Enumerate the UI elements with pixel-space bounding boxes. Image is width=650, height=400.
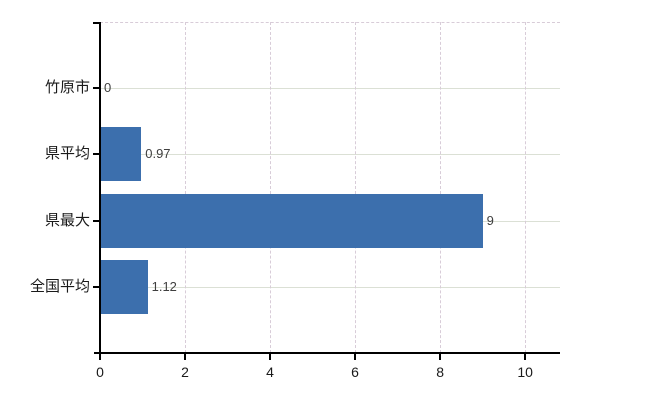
h-gridline xyxy=(100,286,560,288)
y-tick-label: 県平均 xyxy=(44,145,90,163)
y-tick-label: 全国平均 xyxy=(29,277,90,295)
h-gridline xyxy=(100,88,560,90)
h-gridline xyxy=(100,154,560,156)
v-gridline xyxy=(440,22,442,353)
v-gridline xyxy=(185,22,187,353)
x-tick xyxy=(184,354,187,360)
bar xyxy=(100,259,148,314)
x-tick-label: 2 xyxy=(181,364,189,380)
y-tick xyxy=(93,219,99,222)
bar-value-label: 0 xyxy=(104,80,112,96)
x-tick xyxy=(354,354,357,360)
y-axis-line xyxy=(99,22,101,353)
y-tick xyxy=(93,153,99,156)
v-gridline xyxy=(525,22,527,353)
x-tick-label: 4 xyxy=(266,364,274,380)
x-axis-line xyxy=(94,352,560,354)
x-tick-label: 0 xyxy=(96,364,104,380)
x-tick xyxy=(439,354,442,360)
x-tick xyxy=(524,354,527,360)
y-tick xyxy=(93,285,99,288)
v-gridline xyxy=(270,22,272,353)
bar-value-label: 0.97 xyxy=(145,146,171,162)
x-tick-label: 8 xyxy=(436,364,444,380)
bar xyxy=(100,193,483,248)
x-tick xyxy=(99,354,101,360)
y-tick xyxy=(93,22,99,24)
x-tick-label: 6 xyxy=(351,364,359,380)
y-tick xyxy=(93,87,99,90)
y-tick-label: 県最大 xyxy=(44,211,90,229)
v-gridline xyxy=(355,22,357,353)
bar-value-label: 9 xyxy=(486,212,494,228)
x-tick-label: 10 xyxy=(517,364,533,380)
x-tick xyxy=(269,354,272,360)
bar-value-label: 1.12 xyxy=(151,278,177,294)
plot-top-border xyxy=(100,22,560,23)
bar xyxy=(100,127,142,182)
y-tick-label: 竹原市 xyxy=(44,79,90,97)
